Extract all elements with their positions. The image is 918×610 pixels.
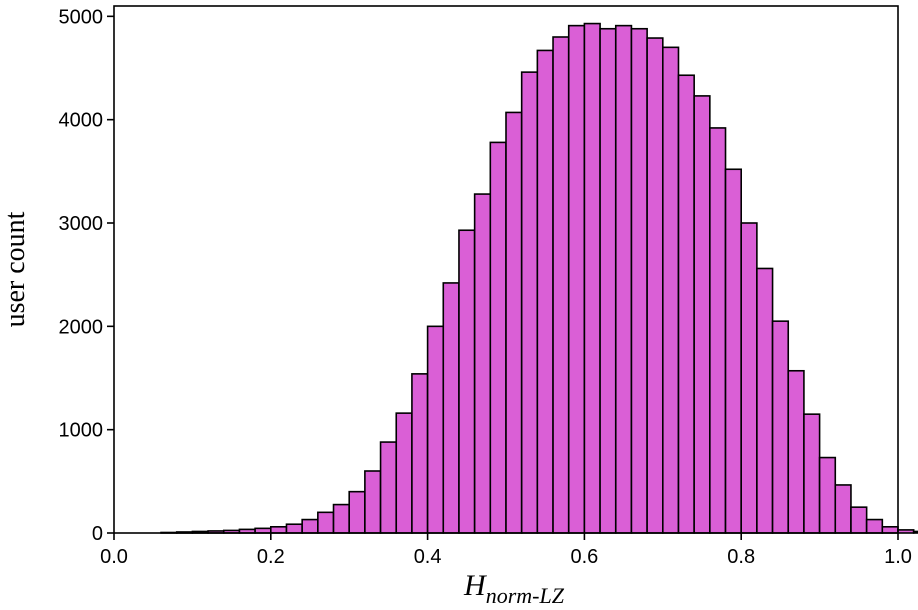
y-tick-label: 0 xyxy=(92,523,103,545)
histogram-bar xyxy=(803,413,821,534)
histogram-bar xyxy=(285,523,303,534)
histogram-bar xyxy=(850,506,868,534)
histogram-bar xyxy=(709,127,727,534)
histogram-bar xyxy=(364,470,382,534)
histogram-bar xyxy=(395,412,413,534)
histogram-bar xyxy=(630,27,648,534)
histogram-bar xyxy=(458,229,476,534)
histogram-bar xyxy=(348,490,366,534)
y-axis-label: user count xyxy=(0,211,31,327)
histogram-bar xyxy=(756,267,774,534)
x-tick-label: 0.8 xyxy=(727,546,755,568)
histogram-bar xyxy=(818,456,837,534)
histogram-bar xyxy=(724,168,743,534)
x-axis-label-main: H xyxy=(463,569,488,602)
histogram-bar xyxy=(787,369,805,534)
histogram-bar xyxy=(677,74,695,534)
x-axis-label: Hnorm-LZ xyxy=(463,569,565,608)
histogram-bar xyxy=(897,529,915,534)
histogram-bar xyxy=(489,141,507,534)
y-tick-label: 3000 xyxy=(59,213,104,235)
histogram-bar xyxy=(411,373,429,534)
x-tick-label: 0.2 xyxy=(257,546,285,568)
histogram-bar xyxy=(301,518,319,534)
y-tick-label: 2000 xyxy=(59,316,104,338)
y-tick-label: 5000 xyxy=(59,6,104,28)
histogram-bar xyxy=(379,441,398,534)
x-tick-label: 0.6 xyxy=(570,546,598,568)
x-axis-label-subscript: norm-LZ xyxy=(486,583,565,608)
x-axis-ticks: 0.0 0.2 0.4 0.6 0.8 1.0 xyxy=(100,533,912,568)
histogram-bar xyxy=(473,193,492,534)
x-tick-label: 0.4 xyxy=(414,546,442,568)
histogram-bar xyxy=(771,320,790,534)
histogram-bar xyxy=(269,525,288,534)
histogram-bar xyxy=(332,503,350,534)
bars-group xyxy=(160,22,918,534)
histogram-bar xyxy=(583,22,601,534)
x-tick-label: 1.0 xyxy=(884,546,912,568)
histogram-bar xyxy=(567,24,586,534)
histogram-bar xyxy=(912,530,918,534)
histogram-bar xyxy=(536,49,554,534)
histogram-bar xyxy=(614,24,633,534)
y-tick-label: 1000 xyxy=(59,420,104,442)
histogram-bar xyxy=(442,282,460,534)
y-axis-ticks: 0 1000 2000 3000 4000 5000 xyxy=(59,6,114,545)
histogram-bar xyxy=(552,36,570,534)
histogram-bar xyxy=(599,27,617,534)
histogram-bar xyxy=(881,525,899,534)
histogram-bar xyxy=(317,511,335,534)
histogram-bar xyxy=(693,95,711,534)
x-tick-label: 0.0 xyxy=(100,546,128,568)
histogram-bar xyxy=(834,484,852,534)
y-tick-label: 4000 xyxy=(59,110,104,132)
histogram-bar xyxy=(426,325,445,534)
histogram-bar xyxy=(740,222,758,534)
histogram-bar xyxy=(646,37,664,534)
histogram-bar xyxy=(520,71,539,534)
histogram-bar xyxy=(505,111,523,534)
histogram-bar xyxy=(865,518,884,534)
histogram-bar xyxy=(661,46,680,534)
plot-frame xyxy=(113,5,899,534)
